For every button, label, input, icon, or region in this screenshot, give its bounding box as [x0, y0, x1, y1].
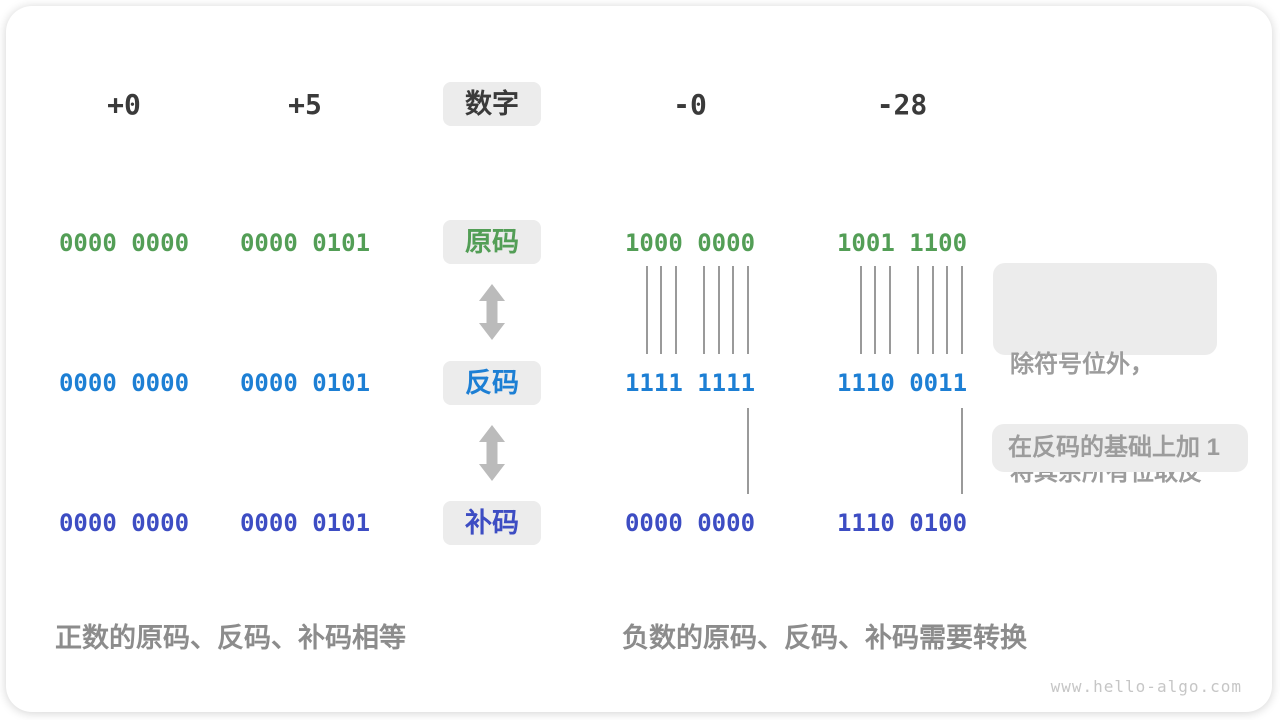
- invert-bits-note-line1: 除符号位外，: [1010, 351, 1154, 378]
- sign-magnitude-plus0: 0000 0000: [58, 229, 190, 257]
- bit-connector-line: [889, 266, 891, 354]
- twos-complement-badge: 补码: [443, 501, 541, 545]
- bit-connector-line: [675, 266, 677, 354]
- positive-numbers-caption: 正数的原码、反码、补码相等: [55, 623, 406, 653]
- add-one-note: 在反码的基础上加 1: [992, 424, 1248, 472]
- sign-magnitude-badge: 原码: [443, 220, 541, 264]
- website-watermark: www.hello-algo.com: [1050, 677, 1242, 696]
- column-header-minus28: -28: [876, 88, 928, 121]
- swap-vertical-arrow-icon: [478, 284, 506, 340]
- sign-magnitude-minus0: 1000 0000: [624, 229, 756, 257]
- bit-connector-line: [732, 266, 734, 354]
- bit-connector-line: [860, 266, 862, 354]
- column-header-minus0: -0: [673, 88, 707, 121]
- ones-complement-badge: 反码: [443, 361, 541, 405]
- card-background: [6, 6, 1272, 712]
- sign-magnitude-minus28: 1001 1100: [836, 229, 968, 257]
- ones-complement-plus5: 0000 0101: [239, 369, 371, 397]
- bit-connector-line: [932, 266, 934, 354]
- swap-vertical-arrow-icon: [478, 425, 506, 481]
- twos-complement-minus0: 0000 0000: [624, 509, 756, 537]
- bit-connector-line: [747, 266, 749, 354]
- bit-connector-line: [917, 266, 919, 354]
- column-header-plus0: +0: [107, 88, 141, 121]
- ones-complement-minus0: 1111 1111: [624, 369, 756, 397]
- sign-magnitude-plus5: 0000 0101: [239, 229, 371, 257]
- invert-bits-note: 除符号位外， 将其余所有位取反: [993, 263, 1217, 486]
- twos-complement-minus28: 1110 0100: [836, 509, 968, 537]
- bit-connector-line: [718, 266, 720, 354]
- ones-complement-minus28: 1110 0011: [836, 369, 968, 397]
- number-badge: 数字: [443, 82, 541, 126]
- negative-numbers-caption: 负数的原码、反码、补码需要转换: [622, 623, 1027, 653]
- bit-connector-line: [874, 266, 876, 354]
- bit-connector-line: [961, 266, 963, 354]
- carry-connector-line: [961, 408, 963, 494]
- bit-connector-line: [946, 266, 948, 354]
- ones-complement-plus0: 0000 0000: [58, 369, 190, 397]
- column-header-plus5: +5: [288, 88, 322, 121]
- twos-complement-plus0: 0000 0000: [58, 509, 190, 537]
- bit-connector-line: [646, 266, 648, 354]
- carry-connector-line: [747, 408, 749, 494]
- bit-connector-line: [703, 266, 705, 354]
- twos-complement-plus5: 0000 0101: [239, 509, 371, 537]
- bit-connector-line: [660, 266, 662, 354]
